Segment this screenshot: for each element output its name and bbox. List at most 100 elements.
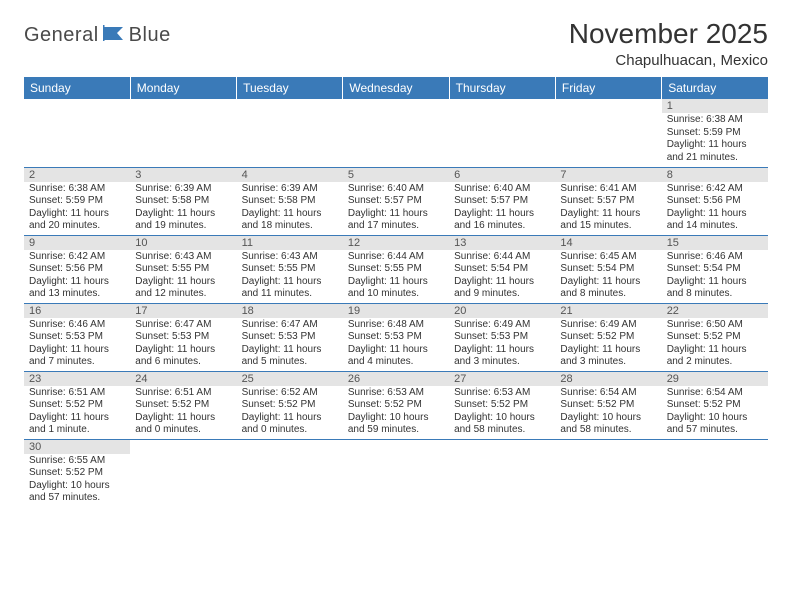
calendar-cell: 15Sunrise: 6:46 AMSunset: 5:54 PMDayligh… bbox=[662, 235, 768, 303]
day-details: Sunrise: 6:48 AMSunset: 5:53 PMDaylight:… bbox=[343, 318, 449, 371]
day-number: 10 bbox=[130, 236, 236, 250]
calendar-cell: 7Sunrise: 6:41 AMSunset: 5:57 PMDaylight… bbox=[555, 167, 661, 235]
day-details: Sunrise: 6:50 AMSunset: 5:52 PMDaylight:… bbox=[662, 318, 768, 371]
day-details: Sunrise: 6:49 AMSunset: 5:52 PMDaylight:… bbox=[555, 318, 661, 371]
calendar-cell: 27Sunrise: 6:53 AMSunset: 5:52 PMDayligh… bbox=[449, 371, 555, 439]
day-number: 12 bbox=[343, 236, 449, 250]
calendar-cell: 9Sunrise: 6:42 AMSunset: 5:56 PMDaylight… bbox=[24, 235, 130, 303]
calendar-row: 23Sunrise: 6:51 AMSunset: 5:52 PMDayligh… bbox=[24, 371, 768, 439]
calendar-cell bbox=[130, 99, 236, 167]
calendar-cell: 25Sunrise: 6:52 AMSunset: 5:52 PMDayligh… bbox=[237, 371, 343, 439]
calendar-cell: 18Sunrise: 6:47 AMSunset: 5:53 PMDayligh… bbox=[237, 303, 343, 371]
calendar-cell: 28Sunrise: 6:54 AMSunset: 5:52 PMDayligh… bbox=[555, 371, 661, 439]
calendar-cell: 26Sunrise: 6:53 AMSunset: 5:52 PMDayligh… bbox=[343, 371, 449, 439]
calendar-cell: 21Sunrise: 6:49 AMSunset: 5:52 PMDayligh… bbox=[555, 303, 661, 371]
day-number: 25 bbox=[237, 372, 343, 386]
weekday-header: Sunday bbox=[24, 77, 130, 99]
day-number: 21 bbox=[555, 304, 661, 318]
calendar-cell bbox=[449, 99, 555, 167]
calendar-head: SundayMondayTuesdayWednesdayThursdayFrid… bbox=[24, 77, 768, 99]
day-number: 8 bbox=[662, 168, 768, 182]
day-number: 3 bbox=[130, 168, 236, 182]
day-number: 19 bbox=[343, 304, 449, 318]
day-details: Sunrise: 6:51 AMSunset: 5:52 PMDaylight:… bbox=[130, 386, 236, 439]
header: General Blue November 2025 Chapulhuacan,… bbox=[24, 18, 768, 69]
calendar-cell: 24Sunrise: 6:51 AMSunset: 5:52 PMDayligh… bbox=[130, 371, 236, 439]
calendar-cell bbox=[343, 99, 449, 167]
day-number: 11 bbox=[237, 236, 343, 250]
flag-icon bbox=[103, 25, 125, 46]
calendar-cell: 10Sunrise: 6:43 AMSunset: 5:55 PMDayligh… bbox=[130, 235, 236, 303]
calendar-cell: 13Sunrise: 6:44 AMSunset: 5:54 PMDayligh… bbox=[449, 235, 555, 303]
day-details: Sunrise: 6:51 AMSunset: 5:52 PMDaylight:… bbox=[24, 386, 130, 439]
weekday-header: Thursday bbox=[449, 77, 555, 99]
day-number: 9 bbox=[24, 236, 130, 250]
calendar-cell: 16Sunrise: 6:46 AMSunset: 5:53 PMDayligh… bbox=[24, 303, 130, 371]
location: Chapulhuacan, Mexico bbox=[569, 52, 768, 69]
day-number: 7 bbox=[555, 168, 661, 182]
calendar-cell: 22Sunrise: 6:50 AMSunset: 5:52 PMDayligh… bbox=[662, 303, 768, 371]
day-details: Sunrise: 6:38 AMSunset: 5:59 PMDaylight:… bbox=[24, 182, 130, 235]
day-number: 15 bbox=[662, 236, 768, 250]
day-details: Sunrise: 6:45 AMSunset: 5:54 PMDaylight:… bbox=[555, 250, 661, 303]
calendar-cell bbox=[555, 439, 661, 507]
day-number: 4 bbox=[237, 168, 343, 182]
calendar-cell: 11Sunrise: 6:43 AMSunset: 5:55 PMDayligh… bbox=[237, 235, 343, 303]
day-number: 16 bbox=[24, 304, 130, 318]
calendar-cell: 30Sunrise: 6:55 AMSunset: 5:52 PMDayligh… bbox=[24, 439, 130, 507]
day-details: Sunrise: 6:43 AMSunset: 5:55 PMDaylight:… bbox=[237, 250, 343, 303]
weekday-header: Tuesday bbox=[237, 77, 343, 99]
calendar-cell: 19Sunrise: 6:48 AMSunset: 5:53 PMDayligh… bbox=[343, 303, 449, 371]
calendar-table: SundayMondayTuesdayWednesdayThursdayFrid… bbox=[24, 77, 768, 507]
calendar-cell: 2Sunrise: 6:38 AMSunset: 5:59 PMDaylight… bbox=[24, 167, 130, 235]
day-details: Sunrise: 6:46 AMSunset: 5:53 PMDaylight:… bbox=[24, 318, 130, 371]
calendar-cell: 23Sunrise: 6:51 AMSunset: 5:52 PMDayligh… bbox=[24, 371, 130, 439]
calendar-page: General Blue November 2025 Chapulhuacan,… bbox=[0, 0, 792, 507]
day-details: Sunrise: 6:39 AMSunset: 5:58 PMDaylight:… bbox=[130, 182, 236, 235]
day-details: Sunrise: 6:54 AMSunset: 5:52 PMDaylight:… bbox=[662, 386, 768, 439]
calendar-cell: 17Sunrise: 6:47 AMSunset: 5:53 PMDayligh… bbox=[130, 303, 236, 371]
calendar-cell: 6Sunrise: 6:40 AMSunset: 5:57 PMDaylight… bbox=[449, 167, 555, 235]
calendar-cell bbox=[555, 99, 661, 167]
calendar-row: 2Sunrise: 6:38 AMSunset: 5:59 PMDaylight… bbox=[24, 167, 768, 235]
calendar-cell bbox=[24, 99, 130, 167]
day-number: 27 bbox=[449, 372, 555, 386]
calendar-cell: 5Sunrise: 6:40 AMSunset: 5:57 PMDaylight… bbox=[343, 167, 449, 235]
day-details: Sunrise: 6:52 AMSunset: 5:52 PMDaylight:… bbox=[237, 386, 343, 439]
day-details: Sunrise: 6:42 AMSunset: 5:56 PMDaylight:… bbox=[662, 182, 768, 235]
day-number: 6 bbox=[449, 168, 555, 182]
day-details: Sunrise: 6:47 AMSunset: 5:53 PMDaylight:… bbox=[130, 318, 236, 371]
day-number: 28 bbox=[555, 372, 661, 386]
calendar-cell: 14Sunrise: 6:45 AMSunset: 5:54 PMDayligh… bbox=[555, 235, 661, 303]
day-details: Sunrise: 6:54 AMSunset: 5:52 PMDaylight:… bbox=[555, 386, 661, 439]
logo-text-1: General bbox=[24, 24, 99, 47]
calendar-cell: 4Sunrise: 6:39 AMSunset: 5:58 PMDaylight… bbox=[237, 167, 343, 235]
day-details: Sunrise: 6:39 AMSunset: 5:58 PMDaylight:… bbox=[237, 182, 343, 235]
calendar-row: 1Sunrise: 6:38 AMSunset: 5:59 PMDaylight… bbox=[24, 99, 768, 167]
day-details: Sunrise: 6:38 AMSunset: 5:59 PMDaylight:… bbox=[662, 113, 768, 166]
calendar-row: 16Sunrise: 6:46 AMSunset: 5:53 PMDayligh… bbox=[24, 303, 768, 371]
day-number: 23 bbox=[24, 372, 130, 386]
calendar-row: 30Sunrise: 6:55 AMSunset: 5:52 PMDayligh… bbox=[24, 439, 768, 507]
day-number: 22 bbox=[662, 304, 768, 318]
calendar-cell bbox=[237, 439, 343, 507]
calendar-cell: 1Sunrise: 6:38 AMSunset: 5:59 PMDaylight… bbox=[662, 99, 768, 167]
day-details: Sunrise: 6:44 AMSunset: 5:55 PMDaylight:… bbox=[343, 250, 449, 303]
month-title: November 2025 bbox=[569, 18, 768, 50]
day-number: 2 bbox=[24, 168, 130, 182]
day-number: 20 bbox=[449, 304, 555, 318]
calendar-cell: 20Sunrise: 6:49 AMSunset: 5:53 PMDayligh… bbox=[449, 303, 555, 371]
calendar-cell: 8Sunrise: 6:42 AMSunset: 5:56 PMDaylight… bbox=[662, 167, 768, 235]
day-details: Sunrise: 6:44 AMSunset: 5:54 PMDaylight:… bbox=[449, 250, 555, 303]
weekday-header: Saturday bbox=[662, 77, 768, 99]
calendar-body: 1Sunrise: 6:38 AMSunset: 5:59 PMDaylight… bbox=[24, 99, 768, 507]
calendar-cell bbox=[449, 439, 555, 507]
day-number: 24 bbox=[130, 372, 236, 386]
day-number: 14 bbox=[555, 236, 661, 250]
calendar-cell bbox=[237, 99, 343, 167]
day-number: 5 bbox=[343, 168, 449, 182]
day-number: 18 bbox=[237, 304, 343, 318]
day-details: Sunrise: 6:47 AMSunset: 5:53 PMDaylight:… bbox=[237, 318, 343, 371]
weekday-header: Wednesday bbox=[343, 77, 449, 99]
day-number: 29 bbox=[662, 372, 768, 386]
